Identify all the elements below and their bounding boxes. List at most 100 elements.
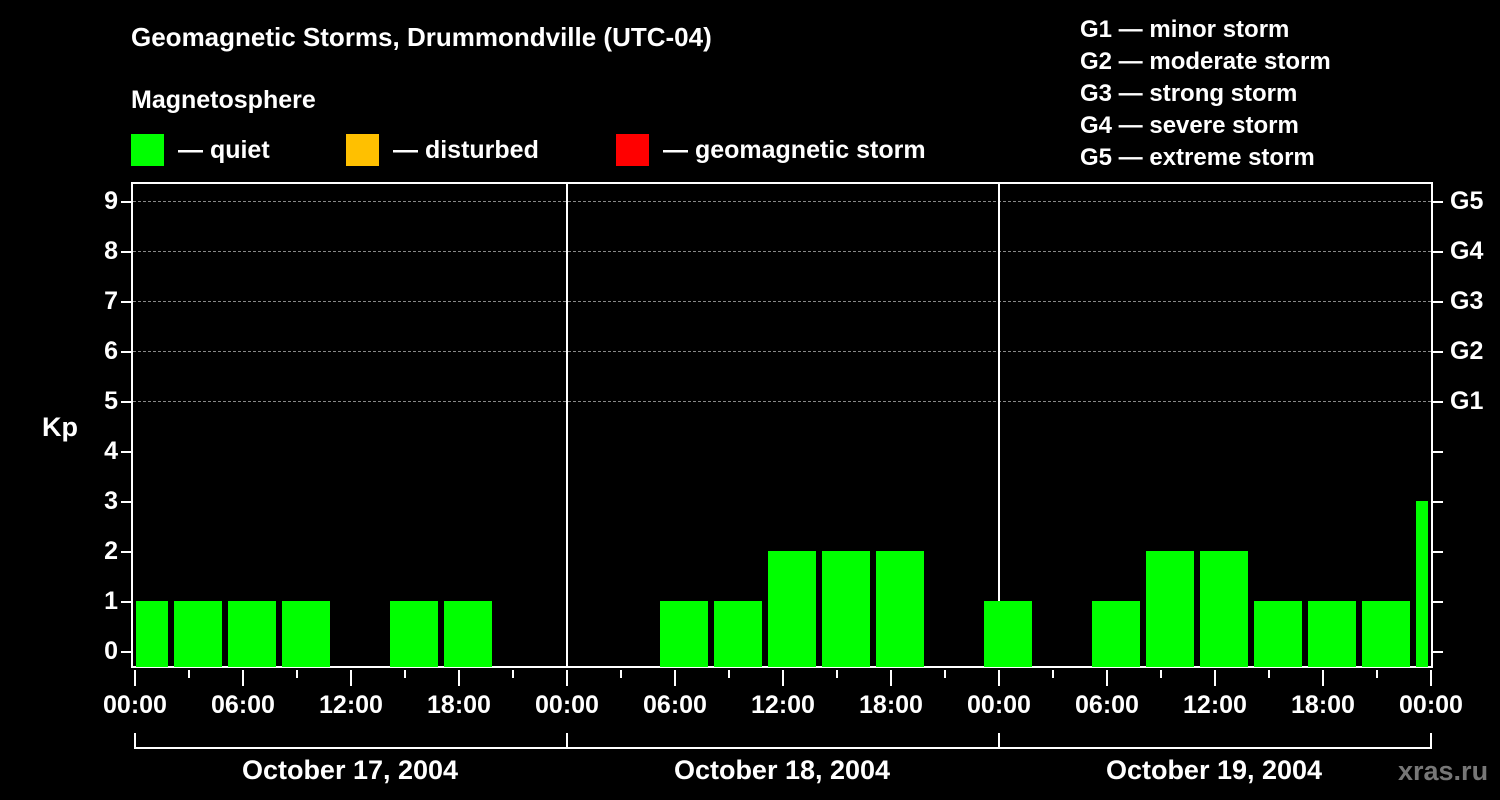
rtick-8 [1433,251,1443,253]
ylabel-5: 5 [104,387,118,415]
rtick-0 [1433,651,1443,653]
grid-line-8 [133,251,1431,252]
kp-bar [714,601,762,667]
xtick-minor [1052,670,1054,678]
day-bracket-line [134,747,1432,749]
kp-bar [1416,501,1428,667]
day-separator-2 [998,182,1000,668]
xlabel: 00:00 [535,691,599,719]
magnetosphere-label: Magnetosphere [131,86,316,114]
kp-bar [1092,601,1140,667]
kp-bar [1254,601,1302,667]
xlabel: 12:00 [751,691,815,719]
xtick-minor [404,670,406,678]
g2-label: G2 [1450,337,1484,365]
ytick-0 [121,651,131,653]
xlabel: 18:00 [427,691,491,719]
day-bracket-tick [134,733,136,749]
rtick-3 [1433,501,1443,503]
ylabel-8: 8 [104,237,118,265]
xtick [1322,670,1324,686]
xtick [674,670,676,686]
ytick-8 [121,251,131,253]
ylabel-7: 7 [104,287,118,315]
g3-label: G3 [1450,287,1484,315]
legend-quiet: — quiet [131,134,270,166]
rtick-2 [1433,551,1443,553]
xlabel: 18:00 [859,691,923,719]
y-axis-label: Kp [42,412,78,442]
g3-desc: G3 — strong storm [1080,80,1298,107]
day-bracket-tick [566,733,568,749]
ylabel-3: 3 [104,487,118,515]
kp-bar [768,551,816,667]
xtick [1106,670,1108,686]
xtick-minor [1268,670,1270,678]
g2-desc: G2 — moderate storm [1080,48,1331,75]
kp-bar [282,601,330,667]
day-separator-1 [566,182,568,668]
ylabel-6: 6 [104,337,118,365]
xlabel: 18:00 [1291,691,1355,719]
ytick-6 [121,351,131,353]
xtick-minor [728,670,730,678]
legend-disturbed-label: — disturbed [393,135,539,164]
g5-desc: G5 — extreme storm [1080,144,1315,171]
xtick-minor [620,670,622,678]
g1-desc: G1 — minor storm [1080,16,1290,43]
ytick-7 [121,301,131,303]
rtick-7 [1433,301,1443,303]
xtick [782,670,784,686]
kp-bar [390,601,438,667]
kp-bar [876,551,924,667]
kp-bar [1362,601,1410,667]
xlabel: 00:00 [103,691,167,719]
chart-title: Geomagnetic Storms, Drummondville (UTC-0… [131,22,712,52]
day-label-oct18: October 18, 2004 [673,755,891,785]
xtick [998,670,1000,686]
g4-desc: G4 — severe storm [1080,112,1299,139]
xtick [566,670,568,686]
xtick-minor [836,670,838,678]
quiet-swatch [131,134,164,166]
xtick [458,670,460,686]
ytick-4 [121,451,131,453]
g5-label: G5 [1450,187,1484,215]
disturbed-swatch [346,134,379,166]
kp-bar [228,601,276,667]
ytick-2 [121,551,131,553]
storm-swatch [616,134,649,166]
xlabel: 00:00 [967,691,1031,719]
xlabel: 12:00 [1183,691,1247,719]
kp-bar [1146,551,1194,667]
rtick-4 [1433,451,1443,453]
kp-bar [136,601,168,667]
kp-bar [984,601,1032,667]
ylabel-1: 1 [104,587,118,615]
xlabel: 00:00 [1399,691,1463,719]
legend-disturbed: — disturbed [346,134,539,166]
kp-bar [444,601,492,667]
xtick-minor [296,670,298,678]
ytick-3 [121,501,131,503]
xtick [890,670,892,686]
legend-storm-label: — geomagnetic storm [663,135,926,164]
ylabel-2: 2 [104,537,118,565]
xtick-minor [512,670,514,678]
xtick [1430,670,1432,686]
xlabel: 06:00 [643,691,707,719]
kp-bar [660,601,708,667]
rtick-9 [1433,201,1443,203]
xtick [134,670,136,686]
ylabel-4: 4 [104,437,118,465]
xtick-minor [944,670,946,678]
kp-bar [174,601,222,667]
day-bracket-tick [1430,733,1432,749]
ylabel-0: 0 [104,637,118,665]
kp-bar [822,551,870,667]
rtick-5 [1433,401,1443,403]
day-label-oct19: October 19, 2004 [1105,755,1323,785]
ytick-9 [121,201,131,203]
g1-label: G1 [1450,387,1484,415]
day-bracket-tick [998,733,1000,749]
